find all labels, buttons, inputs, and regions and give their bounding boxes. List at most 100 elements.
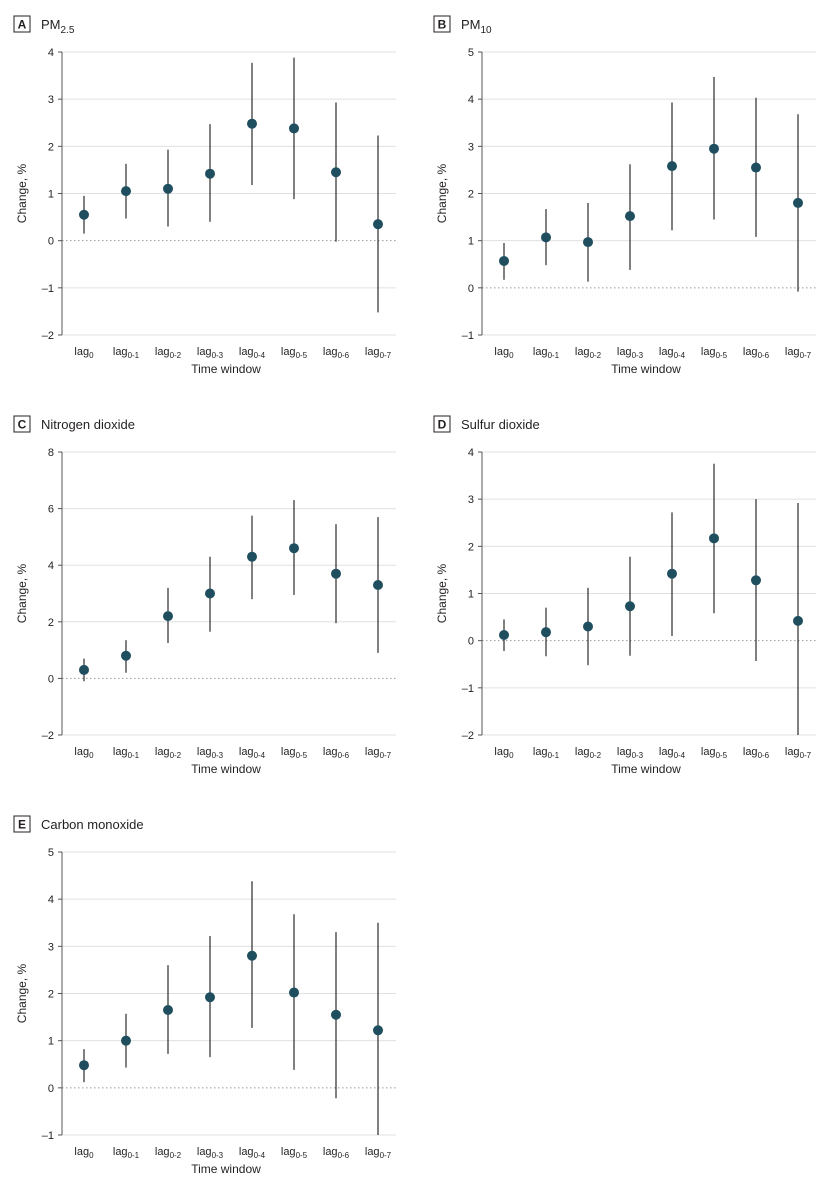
data-point [205, 588, 215, 599]
y-tick-label: 2 [468, 189, 474, 201]
x-tick-label: lag0 [74, 1146, 94, 1160]
y-axis-title: Change, % [15, 163, 29, 223]
y-tick-label: 0 [468, 636, 474, 648]
panel-title: Sulfur dioxide [461, 417, 540, 432]
y-tick-label: –2 [462, 730, 474, 742]
data-point [499, 255, 509, 266]
panel-title: Carbon monoxide [41, 817, 144, 832]
x-tick-label: lag0-2 [155, 746, 182, 760]
panel-letter-box [433, 415, 451, 433]
panel-title-subscript: 2.5 [61, 25, 75, 36]
x-tick-label: lag0-7 [365, 1146, 392, 1160]
panel-letter: C [18, 418, 27, 432]
x-axis-title: Time window [611, 762, 681, 776]
y-tick-label: 3 [48, 94, 54, 106]
x-tick-label: lag0-5 [701, 746, 728, 760]
data-point [709, 143, 719, 154]
panel-title-main: Carbon monoxide [41, 817, 144, 832]
data-point [205, 168, 215, 179]
y-tick-label: 3 [48, 941, 54, 953]
data-point [709, 533, 719, 544]
x-tick-label: lag0-6 [323, 1146, 350, 1160]
panel-letter: D [438, 418, 447, 432]
y-tick-label: 0 [48, 673, 54, 685]
y-axis-title: Change, % [15, 963, 29, 1023]
y-tick-label: 8 [48, 447, 54, 459]
data-point [625, 211, 635, 222]
x-tick-label: lag0-7 [365, 346, 392, 360]
x-tick-label: lag0-6 [323, 746, 350, 760]
data-point [289, 543, 299, 554]
y-tick-label: 2 [48, 989, 54, 1001]
data-point [541, 232, 551, 243]
data-point [247, 551, 257, 562]
panel-title-main: PM [461, 17, 481, 32]
data-point [331, 167, 341, 178]
y-tick-label: 2 [48, 617, 54, 629]
y-tick-label: 4 [468, 94, 474, 106]
x-tick-label: lag0-3 [617, 746, 644, 760]
x-tick-label: lag0-3 [197, 1146, 224, 1160]
x-tick-label: lag0-6 [743, 746, 770, 760]
y-tick-label: 5 [48, 847, 54, 859]
panel-title-main: Sulfur dioxide [461, 417, 540, 432]
y-tick-label: 4 [48, 560, 54, 572]
y-tick-label: 0 [48, 1083, 54, 1095]
data-point [163, 1005, 173, 1016]
y-tick-label: 1 [48, 189, 54, 201]
data-point [667, 568, 677, 579]
x-tick-label: lag0-1 [113, 746, 140, 760]
panel-letter: E [18, 818, 26, 832]
x-axis-title: Time window [191, 762, 261, 776]
x-tick-label: lag0-3 [617, 346, 644, 360]
y-axis-title: Change, % [435, 163, 449, 223]
data-point [373, 219, 383, 230]
y-tick-label: 3 [468, 494, 474, 506]
data-point [121, 186, 131, 197]
x-tick-label: lag0-3 [197, 746, 224, 760]
y-tick-label: –2 [42, 330, 54, 342]
x-tick-label: lag0-4 [659, 746, 686, 760]
x-tick-label: lag0-1 [533, 346, 560, 360]
data-point [331, 1009, 341, 1020]
panel-title-main: Nitrogen dioxide [41, 417, 135, 432]
panel-d: D Sulfur dioxide –2 –1 0 1 2 3 4 Change, % lag0 lag… [433, 415, 816, 776]
panel-title: Nitrogen dioxide [41, 417, 135, 432]
data-point [583, 237, 593, 248]
x-tick-label: lag0-7 [365, 746, 392, 760]
y-axis-title: Change, % [15, 563, 29, 623]
x-axis-title: Time window [191, 1162, 261, 1176]
y-tick-label: –1 [462, 330, 474, 342]
x-axis-title: Time window [611, 362, 681, 376]
x-tick-label: lag0-5 [281, 346, 308, 360]
x-tick-label: lag0-5 [281, 746, 308, 760]
panel-letter-box [433, 15, 451, 33]
panel-title-main: PM [41, 17, 61, 32]
x-tick-label: lag0-6 [743, 346, 770, 360]
panel-title: PM10 [461, 17, 492, 36]
panel-title: PM2.5 [41, 17, 75, 36]
data-point [163, 611, 173, 622]
x-tick-label: lag0-4 [659, 346, 686, 360]
y-tick-label: 1 [468, 589, 474, 601]
y-tick-label: 4 [48, 894, 54, 906]
x-tick-label: lag0-1 [533, 746, 560, 760]
data-point [793, 615, 803, 626]
x-tick-label: lag0-5 [701, 346, 728, 360]
y-tick-label: 0 [468, 283, 474, 295]
y-tick-label: 1 [48, 1036, 54, 1048]
x-tick-label: lag0-5 [281, 1146, 308, 1160]
panel-letter-box [13, 815, 31, 833]
x-tick-label: lag0 [494, 346, 514, 360]
panel-a: A PM2.5 –2 –1 0 1 2 3 4 Change, % lag0 lag0-1 lag0-2… [13, 15, 396, 376]
data-point [625, 601, 635, 612]
data-point [541, 627, 551, 638]
x-tick-label: lag0-2 [575, 746, 602, 760]
data-point [247, 118, 257, 129]
panel-c: C Nitrogen dioxide –2 0 2 4 6 8 Change, % lag0 lag… [13, 415, 396, 776]
x-tick-label: lag0-4 [239, 746, 266, 760]
y-tick-label: –2 [42, 730, 54, 742]
panel-letter: A [18, 18, 27, 32]
panel-letter: B [438, 18, 447, 32]
